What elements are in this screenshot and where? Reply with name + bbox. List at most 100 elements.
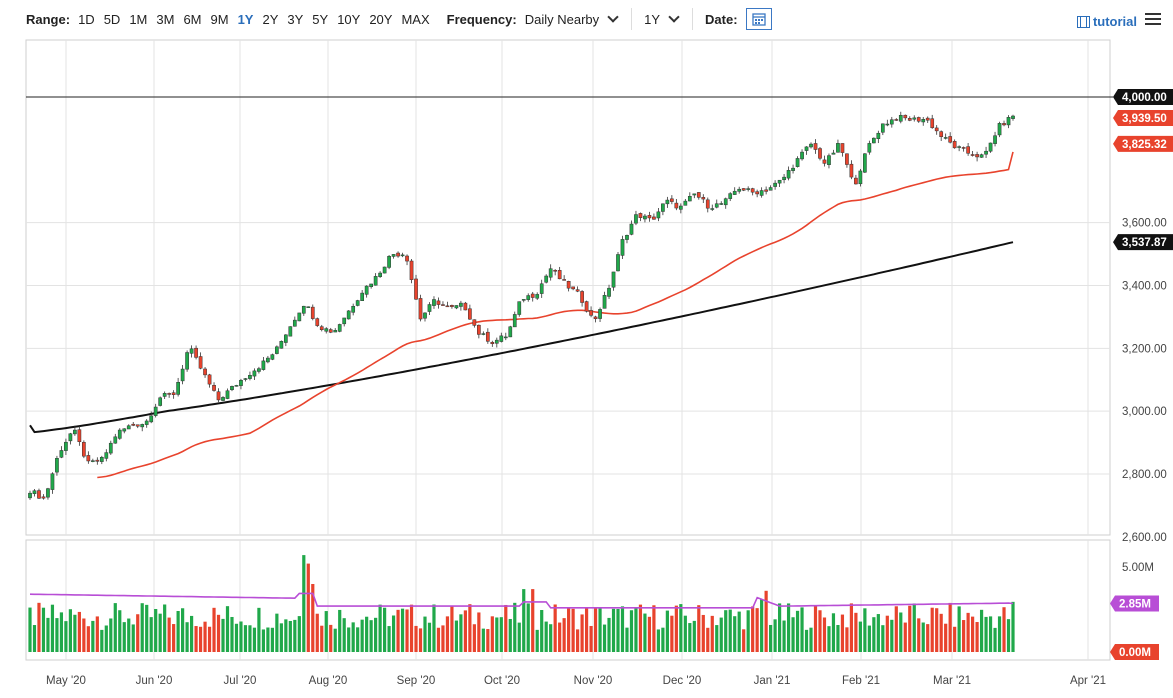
volume-bar xyxy=(845,627,849,652)
volume-bar xyxy=(935,608,939,652)
candle-body xyxy=(589,310,593,316)
volume-bar xyxy=(391,615,396,652)
volume-bar xyxy=(189,615,194,652)
volume-bar xyxy=(849,603,854,652)
candle-body xyxy=(997,123,1002,136)
candle-body xyxy=(508,326,513,338)
range-button-3m[interactable]: 3M xyxy=(156,11,175,27)
volume-bar xyxy=(957,606,961,652)
period-dropdown[interactable]: 1Y xyxy=(644,11,680,27)
candle-body xyxy=(95,459,100,462)
candle-body xyxy=(490,341,495,345)
volume-bar xyxy=(82,618,86,652)
candle-body xyxy=(328,329,333,333)
candle-body xyxy=(912,117,917,120)
tutorial-label: tutorial xyxy=(1092,14,1137,29)
candle-body xyxy=(705,199,710,209)
candle-body xyxy=(306,306,311,308)
volume-bar xyxy=(333,628,337,652)
volume-bar xyxy=(118,610,122,652)
candle-body xyxy=(849,163,854,178)
volume-bar xyxy=(468,604,472,652)
candle-body xyxy=(28,492,32,499)
range-button-6m[interactable]: 6M xyxy=(183,11,202,27)
volume-bar xyxy=(374,617,378,652)
volume-bar xyxy=(1006,619,1011,652)
candle-body xyxy=(930,118,935,128)
volume-bar xyxy=(481,628,485,652)
volume-bar xyxy=(971,616,975,652)
candle-body xyxy=(243,378,248,380)
calendar-button[interactable] xyxy=(745,8,772,30)
volume-bar xyxy=(881,625,885,652)
tutorial-link[interactable]: tutorial xyxy=(1076,14,1137,29)
candle-body xyxy=(553,270,558,272)
volume-bar xyxy=(414,625,418,652)
volume-bar xyxy=(257,607,261,652)
candle-body xyxy=(221,397,225,401)
candle-body xyxy=(957,146,961,148)
frequency-dropdown[interactable]: Daily Nearby xyxy=(525,11,619,27)
candle-body xyxy=(185,352,189,370)
x-axis-tick-label: May '20 xyxy=(46,675,86,687)
candle-body xyxy=(943,137,948,139)
candle-body xyxy=(64,441,68,451)
volume-bar xyxy=(975,622,979,652)
menu-icon[interactable] xyxy=(1145,13,1161,26)
volume-bar xyxy=(908,605,912,652)
candle-body xyxy=(82,442,86,457)
candlesticks xyxy=(28,111,1015,500)
candle-body xyxy=(342,317,347,325)
candle-body xyxy=(656,211,661,219)
volume-bar xyxy=(553,604,557,652)
range-button-2y[interactable]: 2Y xyxy=(262,11,279,27)
candle-body xyxy=(463,302,468,311)
candle-body xyxy=(41,496,46,499)
range-button-5d[interactable]: 5D xyxy=(103,11,121,27)
volume-bar xyxy=(369,620,373,652)
film-icon xyxy=(1076,15,1090,28)
candle-body xyxy=(59,450,64,458)
range-button-1m[interactable]: 1M xyxy=(129,11,148,27)
candle-body xyxy=(845,153,849,165)
volume-bar xyxy=(656,629,661,652)
volume-bar xyxy=(764,590,768,652)
last-price-label-text: 3,939.50 xyxy=(1122,113,1167,125)
volume-zero-label: 0.00M xyxy=(1119,647,1151,659)
volume-bar xyxy=(351,622,355,652)
volume-bar xyxy=(311,584,315,652)
range-button-3y[interactable]: 3Y xyxy=(287,11,304,27)
volume-bar xyxy=(234,623,239,652)
volume-bar xyxy=(786,603,791,652)
candle-body xyxy=(158,397,163,406)
volume-bar xyxy=(230,616,234,652)
volume-average-line xyxy=(29,592,1014,609)
range-button-max[interactable]: MAX xyxy=(401,11,430,27)
ma200-line xyxy=(29,241,1014,434)
range-button-9m[interactable]: 9M xyxy=(210,11,229,27)
range-button-1y[interactable]: 1Y xyxy=(237,11,254,27)
volume-bar xyxy=(719,617,723,652)
range-button-1d[interactable]: 1D xyxy=(78,11,95,27)
candle-body xyxy=(732,190,737,195)
candle-body xyxy=(432,299,436,306)
volume-bar xyxy=(248,625,252,652)
volume-bar xyxy=(508,618,512,652)
range-button-5y[interactable]: 5Y xyxy=(312,11,329,27)
volume-bar xyxy=(643,613,647,652)
candle-body xyxy=(791,167,795,171)
candle-body xyxy=(378,272,382,277)
volume-bar xyxy=(890,619,894,652)
candle-body xyxy=(73,429,77,435)
volume-bar xyxy=(930,607,934,652)
volume-bar xyxy=(450,605,454,652)
range-button-20y[interactable]: 20Y xyxy=(369,11,393,27)
range-button-10y[interactable]: 10Y xyxy=(337,11,361,27)
ma200-label: 3,537.87 xyxy=(1113,234,1173,251)
candle-body xyxy=(678,205,683,210)
volume-bar xyxy=(840,614,845,652)
candle-body xyxy=(948,136,953,143)
price-pane-border xyxy=(25,39,1111,536)
volume-pane-border xyxy=(25,539,1111,661)
